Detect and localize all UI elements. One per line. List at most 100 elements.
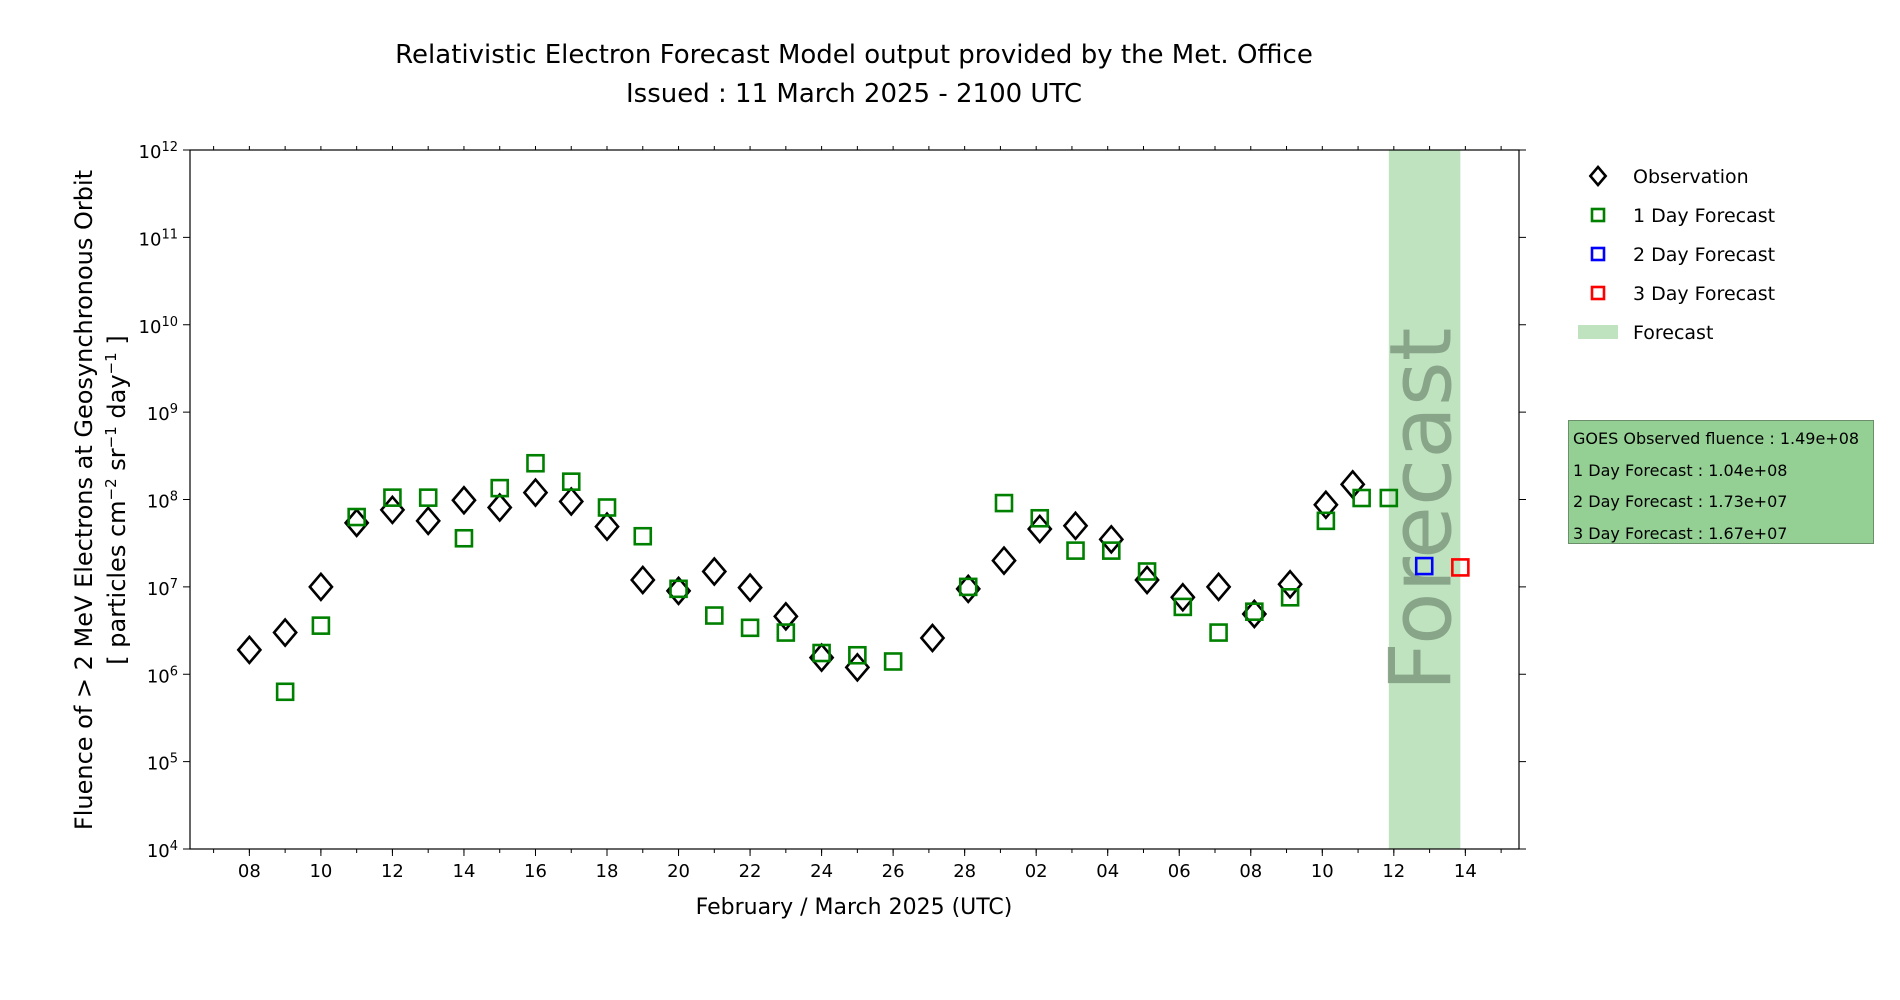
observation-point <box>1062 510 1089 541</box>
forecast-point <box>740 618 760 638</box>
label-part: [ particles cm <box>103 500 131 664</box>
info-1day-forecast: 1 Day Forecast : 1.04e+08 <box>1573 460 1788 480</box>
legend-item-1-day-forecast: 1 Day Forecast <box>1590 205 1775 227</box>
y-tick-label: 106 <box>147 664 178 688</box>
forecast-point <box>705 606 724 625</box>
x-tick-label: 02 <box>1025 861 1048 882</box>
x-tick-label: 12 <box>381 861 404 882</box>
x-tick-label: 08 <box>1239 861 1262 882</box>
tick-base: 10 <box>139 142 162 163</box>
x-tick-label: 08 <box>238 861 261 882</box>
x-tick-label: 04 <box>1096 861 1119 882</box>
forecast-point <box>633 526 653 546</box>
forecast-point <box>1316 511 1336 531</box>
forecast-point <box>383 488 402 507</box>
y-tick-label: 108 <box>147 489 178 513</box>
superscript: −1 <box>102 426 120 448</box>
tick-base: 10 <box>139 229 162 250</box>
x-tick-label: 22 <box>739 861 762 882</box>
tick-base: 10 <box>147 841 170 862</box>
x-tick-label: 18 <box>596 861 619 882</box>
tick-exponent: 7 <box>170 576 178 591</box>
info-3day-forecast: 3 Day Forecast : 1.67e+07 <box>1573 523 1788 543</box>
y-axis-label: Fluence of > 2 MeV Electrons at Geosynch… <box>70 170 98 830</box>
legend-item-observation: Observation <box>1588 164 1749 188</box>
series-2-day-forecast <box>1414 556 1434 576</box>
info-goes-observed: GOES Observed fluence : 1.49e+08 <box>1573 429 1860 448</box>
legend: Observation 1 Day Forecast 2 Day Forecast 3… <box>1578 164 1775 344</box>
legend-square-icon <box>1590 246 1606 262</box>
forecast-point <box>883 652 903 671</box>
forecast-point <box>1379 488 1399 508</box>
observation-point <box>991 545 1017 576</box>
y-axis-units-label: [ particles cm−2 sr−1 day−1 ] <box>102 335 131 664</box>
observation-point <box>919 622 946 653</box>
forecast-point <box>1414 556 1434 576</box>
observation-point <box>701 556 728 587</box>
x-tick-label: 14 <box>453 861 476 882</box>
legend-item-forecast: Forecast <box>1578 322 1713 344</box>
legend-label: 2 Day Forecast <box>1633 244 1775 266</box>
series-observation <box>236 469 1366 683</box>
superscript: −1 <box>102 352 120 374</box>
tick-base: 10 <box>139 317 162 338</box>
forecast-point <box>454 528 474 548</box>
forecast-point <box>1137 562 1157 581</box>
x-tick-label: 16 <box>524 861 547 882</box>
observation-point <box>451 485 477 516</box>
forecast-point <box>526 453 545 473</box>
legend-label: Observation <box>1633 166 1749 188</box>
y-tick-label: 109 <box>147 402 178 426</box>
x-tick-label: 24 <box>810 861 833 882</box>
x-tick-label: 10 <box>1311 861 1334 882</box>
forecast-band-label: Forecast <box>1372 328 1472 692</box>
forecast-point <box>994 493 1014 513</box>
observation-point <box>486 492 513 523</box>
tick-base: 10 <box>147 492 170 513</box>
forecast-point <box>776 623 796 642</box>
x-tick-label: 20 <box>667 861 690 882</box>
forecast-point <box>275 682 295 702</box>
forecast-point <box>1245 602 1264 621</box>
forecast-point <box>347 507 366 527</box>
tick-exponent: 5 <box>170 751 178 766</box>
y-tick-label: 105 <box>147 751 178 775</box>
observation-point <box>1277 569 1303 600</box>
legend-square-icon <box>1590 285 1606 301</box>
superscript: −2 <box>102 478 120 500</box>
label-part: ] <box>103 335 131 352</box>
forecast-point <box>812 643 831 663</box>
y-tick-label: 1010 <box>139 314 178 338</box>
tick-base: 10 <box>147 754 170 775</box>
y-tick-label: 104 <box>147 839 178 863</box>
observation-point <box>308 571 334 602</box>
series-1-day-forecast <box>275 453 1399 702</box>
legend-item-3-day-forecast: 3 Day Forecast <box>1590 283 1775 305</box>
forecast-point <box>311 616 331 635</box>
chart-subtitle: Issued : 11 March 2025 - 2100 UTC <box>626 79 1082 109</box>
observation-point <box>415 505 441 536</box>
legend-item-2-day-forecast: 2 Day Forecast <box>1590 244 1775 266</box>
tick-exponent: 10 <box>161 314 178 329</box>
forecast-point <box>1280 587 1300 607</box>
observation-point <box>1205 571 1232 602</box>
observation-point <box>522 477 549 508</box>
x-tick-label: 12 <box>1382 861 1405 882</box>
legend-patch-icon <box>1578 325 1618 339</box>
observation-point <box>1098 524 1125 555</box>
forecast-point <box>1030 508 1050 528</box>
forecast-point <box>597 498 617 517</box>
tick-exponent: 12 <box>161 140 178 155</box>
observation-point <box>1170 582 1196 613</box>
y-tick-label: 1011 <box>139 227 178 251</box>
forecast-point <box>1101 541 1121 560</box>
observation-point <box>630 564 656 595</box>
tick-exponent: 4 <box>170 839 178 854</box>
forecast-point <box>561 472 581 491</box>
observation-point <box>272 617 298 648</box>
x-axis-label: February / March 2025 (UTC) <box>696 895 1013 920</box>
tick-exponent: 6 <box>170 664 178 679</box>
legend-label: 1 Day Forecast <box>1633 205 1775 227</box>
forecast-point <box>1451 558 1470 577</box>
